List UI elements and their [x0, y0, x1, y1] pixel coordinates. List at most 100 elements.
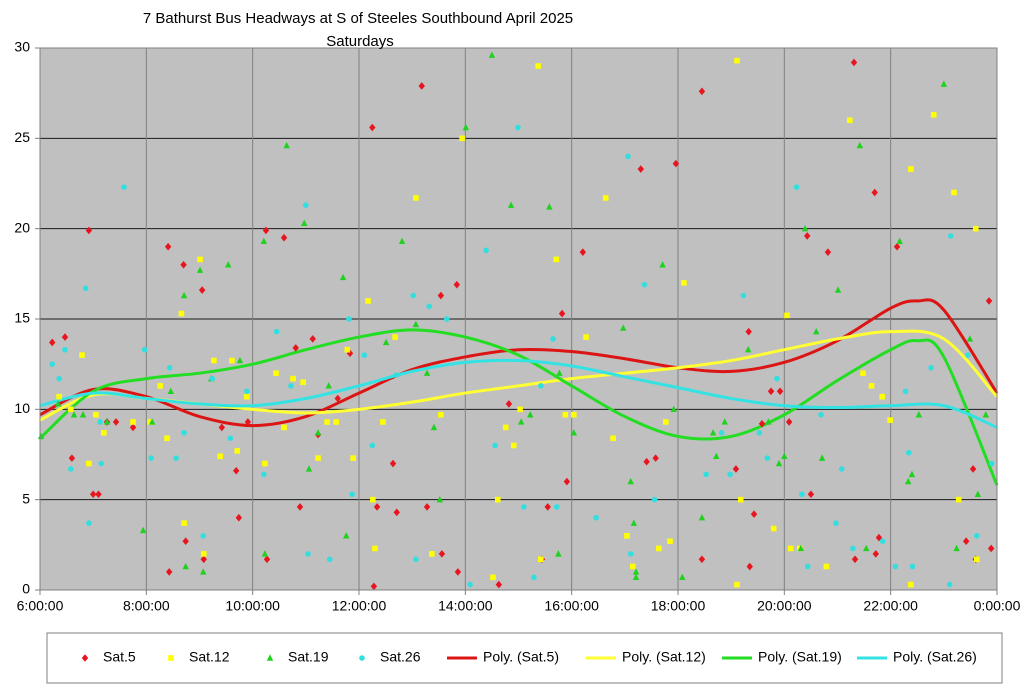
point	[818, 411, 824, 418]
point	[369, 123, 376, 132]
point	[398, 237, 406, 245]
point	[799, 491, 805, 498]
point	[872, 550, 879, 558]
point	[483, 247, 489, 254]
point	[410, 292, 417, 299]
point	[555, 550, 562, 557]
point	[765, 418, 772, 425]
point	[488, 51, 496, 58]
point	[846, 117, 853, 124]
point	[593, 514, 599, 521]
point	[370, 496, 376, 503]
point	[281, 424, 287, 431]
point	[946, 581, 953, 588]
point	[875, 533, 883, 542]
point	[393, 372, 400, 378]
point	[860, 370, 866, 376]
point	[781, 452, 788, 460]
point	[987, 544, 995, 553]
point	[288, 383, 294, 389]
point	[908, 166, 914, 172]
point	[793, 184, 800, 190]
point	[758, 419, 766, 428]
legend-label: Sat.5	[103, 649, 136, 665]
point	[68, 454, 76, 462]
point	[905, 477, 912, 485]
point	[727, 471, 733, 478]
x-tick-label: 8:00:00	[123, 598, 170, 614]
y-tick-label: 10	[14, 400, 30, 416]
point	[535, 63, 541, 69]
point	[679, 573, 686, 581]
point	[804, 563, 811, 570]
point	[721, 418, 728, 425]
legend-label: Poly. (Sat.26)	[893, 649, 977, 665]
point	[95, 490, 102, 499]
point	[236, 356, 244, 364]
point	[546, 203, 553, 210]
point	[305, 551, 311, 557]
point	[583, 334, 589, 340]
point	[462, 123, 470, 131]
x-tick-label: 16:00:00	[544, 598, 599, 614]
point	[173, 455, 179, 461]
point	[630, 519, 638, 526]
point	[325, 382, 332, 389]
point	[637, 165, 644, 173]
point	[734, 57, 740, 64]
point	[82, 285, 89, 292]
point	[667, 538, 673, 545]
point	[515, 124, 521, 131]
point	[510, 442, 517, 449]
point	[662, 419, 669, 425]
point	[930, 112, 937, 118]
chart-subtitle: Saturdays	[326, 33, 394, 50]
point	[453, 280, 461, 289]
point	[947, 233, 954, 239]
point	[112, 418, 120, 426]
point	[784, 312, 790, 319]
point	[227, 435, 234, 442]
point	[562, 411, 569, 418]
point	[698, 514, 706, 521]
point	[273, 370, 279, 376]
point	[157, 383, 163, 389]
point	[326, 556, 333, 563]
point	[962, 537, 970, 546]
point	[148, 455, 154, 461]
point	[544, 503, 551, 511]
point	[454, 568, 462, 576]
point	[909, 563, 916, 570]
point	[262, 460, 268, 467]
point	[373, 503, 381, 511]
point	[56, 393, 62, 400]
point	[928, 364, 934, 371]
point	[737, 496, 744, 503]
point	[459, 135, 465, 142]
point	[303, 202, 309, 208]
point	[261, 550, 269, 557]
legend-label: Sat.19	[288, 649, 329, 665]
point	[856, 141, 864, 149]
point	[495, 580, 503, 589]
point	[196, 266, 204, 273]
y-tick-label: 20	[14, 219, 30, 235]
point	[181, 430, 187, 436]
point	[955, 496, 962, 503]
y-tick-label: 15	[14, 310, 30, 326]
point	[985, 297, 993, 305]
point	[494, 496, 501, 503]
point	[392, 334, 398, 340]
point	[672, 159, 680, 168]
point	[229, 357, 235, 364]
point	[973, 556, 980, 563]
trendline	[39, 328, 999, 486]
point	[85, 226, 93, 235]
point	[296, 503, 304, 511]
point	[93, 411, 99, 418]
point	[887, 417, 893, 423]
point	[850, 545, 856, 552]
point	[988, 460, 995, 467]
point	[851, 555, 859, 564]
point	[334, 394, 341, 403]
